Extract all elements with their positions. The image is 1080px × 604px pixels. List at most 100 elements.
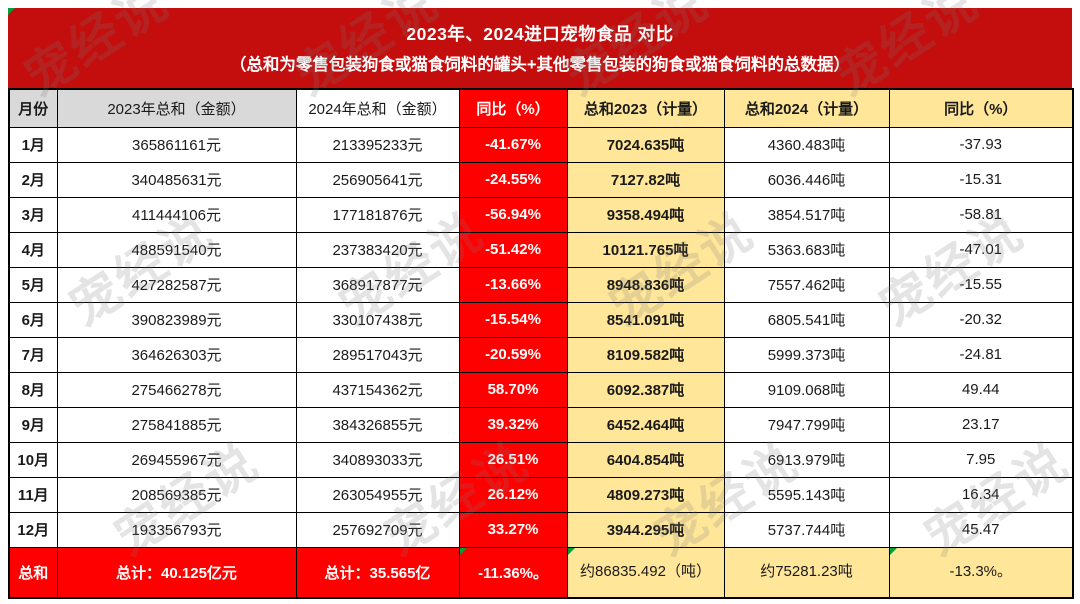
cell-total-label: 总和 xyxy=(8,546,58,599)
cell-yoy-amount: 39.32% xyxy=(458,406,568,443)
cell-amount-2024: 213395233元 xyxy=(295,126,460,163)
table-row: 11月 208569385元 263054955元 26.12% 4809.273吨 55… xyxy=(8,476,1074,513)
cell-amount-2023: 275466278元 xyxy=(56,371,297,408)
cell-qty-2023: 6092.387吨 xyxy=(566,371,725,408)
cell-yoy-amount: 33.27% xyxy=(458,511,568,548)
cell-yoy-amount: -13.66% xyxy=(458,266,568,303)
cell-yoy-amount: -15.54% xyxy=(458,301,568,338)
table-row: 9月 275841885元 384326855元 39.32% 6452.464吨 794… xyxy=(8,406,1074,443)
cell-amount-2023: 275841885元 xyxy=(56,406,297,443)
cell-qty-2024: 6036.446吨 xyxy=(723,161,890,198)
cell-qty-2023: 3944.295吨 xyxy=(566,511,725,548)
cell-month: 5月 xyxy=(8,266,58,303)
title-banner: 2023年、2024进口宠物食品 对比 （总和为零售包装狗食或猫食饲料的罐头+其… xyxy=(8,8,1072,88)
cell-qty-2023: 8541.091吨 xyxy=(566,301,725,338)
cell-amount-2023: 193356793元 xyxy=(56,511,297,548)
cell-qty-2024: 6805.541吨 xyxy=(723,301,890,338)
cell-month: 8月 xyxy=(8,371,58,408)
col-header-yoy-amount: 同比（%） xyxy=(458,88,568,128)
cell-month: 3月 xyxy=(8,196,58,233)
cell-amount-2023: 488591540元 xyxy=(56,231,297,268)
cell-yoy-qty: -37.93 xyxy=(888,126,1074,163)
cell-qty-2023: 4809.273吨 xyxy=(566,476,725,513)
cell-yoy-amount: -24.55% xyxy=(458,161,568,198)
table-row: 2月 340485631元 256905641元 -24.55% 7127.82吨 603… xyxy=(8,161,1074,198)
cell-qty-2023: 10121.765吨 xyxy=(566,231,725,268)
cell-month: 11月 xyxy=(8,476,58,513)
cell-month: 10月 xyxy=(8,441,58,478)
table-row: 1月 365861161元 213395233元 -41.67% 7024.635吨 43… xyxy=(8,126,1074,163)
cell-month: 2月 xyxy=(8,161,58,198)
cell-amount-2024: 237383420元 xyxy=(295,231,460,268)
cell-qty-2024: 9109.068吨 xyxy=(723,371,890,408)
cell-qty-2024: 3854.517吨 xyxy=(723,196,890,233)
cell-yoy-qty: 16.34 xyxy=(888,476,1074,513)
cell-yoy-amount: 26.51% xyxy=(458,441,568,478)
cell-qty-2024: 4360.483吨 xyxy=(723,126,890,163)
col-header-yoy-qty: 同比（%） xyxy=(888,88,1074,128)
cell-amount-2024: 263054955元 xyxy=(295,476,460,513)
cell-yoy-qty: 45.47 xyxy=(888,511,1074,548)
table-row: 4月 488591540元 237383420元 -51.42% 10121.765吨 5… xyxy=(8,231,1074,268)
cell-total-qty-2023: 约86835.492（吨） xyxy=(566,546,725,599)
cell-yoy-qty: -24.81 xyxy=(888,336,1074,373)
cell-month: 12月 xyxy=(8,511,58,548)
cell-month: 7月 xyxy=(8,336,58,373)
col-header-qty-2024: 总和2024（计量） xyxy=(723,88,890,128)
cell-month: 1月 xyxy=(8,126,58,163)
cell-yoy-amount: 26.12% xyxy=(458,476,568,513)
cell-amount-2023: 364626303元 xyxy=(56,336,297,373)
cell-amount-2024: 384326855元 xyxy=(295,406,460,443)
cell-qty-2023: 8948.836吨 xyxy=(566,266,725,303)
cell-amount-2023: 411444106元 xyxy=(56,196,297,233)
cell-amount-2023: 340485631元 xyxy=(56,161,297,198)
cell-month: 9月 xyxy=(8,406,58,443)
cell-yoy-qty: -15.31 xyxy=(888,161,1074,198)
table-body: 1月 365861161元 213395233元 -41.67% 7024.635吨 43… xyxy=(8,126,1074,548)
cell-qty-2023: 8109.582吨 xyxy=(566,336,725,373)
cell-amount-2024: 177181876元 xyxy=(295,196,460,233)
cell-amount-2024: 256905641元 xyxy=(295,161,460,198)
col-header-month: 月份 xyxy=(8,88,58,128)
cell-yoy-amount: -51.42% xyxy=(458,231,568,268)
header-row: 月份 2023年总和（金额） 2024年总和（金额） 同比（%） 总和2023（… xyxy=(8,88,1074,128)
table-row: 3月 411444106元 177181876元 -56.94% 9358.494吨 38… xyxy=(8,196,1074,233)
cell-month: 6月 xyxy=(8,301,58,338)
cell-yoy-qty: 23.17 xyxy=(888,406,1074,443)
cell-yoy-amount: -20.59% xyxy=(458,336,568,373)
cell-qty-2024: 7557.462吨 xyxy=(723,266,890,303)
cell-amount-2023: 365861161元 xyxy=(56,126,297,163)
cell-amount-2024: 289517043元 xyxy=(295,336,460,373)
page-title: 2023年、2024进口宠物食品 对比 xyxy=(406,24,674,44)
cell-yoy-qty: 49.44 xyxy=(888,371,1074,408)
cell-amount-2024: 437154362元 xyxy=(295,371,460,408)
cell-qty-2024: 6913.979吨 xyxy=(723,441,890,478)
page-subtitle: （总和为零售包装狗食或猫食饲料的罐头+其他零售包装的狗食或猫食饲料的总数据） xyxy=(229,56,851,74)
cell-amount-2023: 390823989元 xyxy=(56,301,297,338)
cell-yoy-qty: 7.95 xyxy=(888,441,1074,478)
table-row: 8月 275466278元 437154362元 58.70% 6092.387吨 910… xyxy=(8,371,1074,408)
table-row: 5月 427282587元 368917877元 -13.66% 8948.836吨 75… xyxy=(8,266,1074,303)
cell-qty-2024: 5999.373吨 xyxy=(723,336,890,373)
cell-qty-2023: 6452.464吨 xyxy=(566,406,725,443)
cell-amount-2023: 208569385元 xyxy=(56,476,297,513)
cell-amount-2023: 427282587元 xyxy=(56,266,297,303)
cell-qty-2023: 9358.494吨 xyxy=(566,196,725,233)
cell-total-yoy-qty: -13.3%。 xyxy=(888,546,1074,599)
col-header-amount-2024: 2024年总和（金额） xyxy=(295,88,460,128)
cell-yoy-qty: -20.32 xyxy=(888,301,1074,338)
cell-amount-2024: 368917877元 xyxy=(295,266,460,303)
table-row: 12月 193356793元 257692709元 33.27% 3944.295吨 57… xyxy=(8,511,1074,548)
cell-amount-2024: 340893033元 xyxy=(295,441,460,478)
cell-yoy-amount: -41.67% xyxy=(458,126,568,163)
cell-qty-2024: 5737.744吨 xyxy=(723,511,890,548)
cell-amount-2024: 330107438元 xyxy=(295,301,460,338)
cell-total-yoy-amount: -11.36%。 xyxy=(458,546,568,599)
report-page: 2023年、2024进口宠物食品 对比 （总和为零售包装狗食或猫食饲料的罐头+其… xyxy=(8,8,1074,599)
cell-qty-2024: 5363.683吨 xyxy=(723,231,890,268)
comparison-table: 月份 2023年总和（金额） 2024年总和（金额） 同比（%） 总和2023（… xyxy=(8,88,1074,599)
cell-qty-2024: 7947.799吨 xyxy=(723,406,890,443)
cell-amount-2023: 269455967元 xyxy=(56,441,297,478)
table-row: 10月 269455967元 340893033元 26.51% 6404.854吨 69… xyxy=(8,441,1074,478)
cell-qty-2024: 5595.143吨 xyxy=(723,476,890,513)
